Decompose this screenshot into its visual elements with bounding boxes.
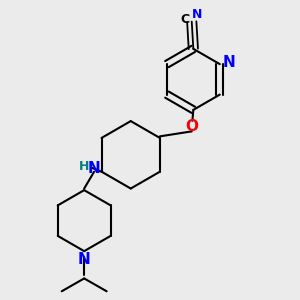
Text: H: H xyxy=(79,160,89,173)
Text: N: N xyxy=(88,161,100,176)
Text: N: N xyxy=(192,8,202,21)
Text: N: N xyxy=(78,252,91,267)
Text: C: C xyxy=(180,14,189,26)
Text: O: O xyxy=(185,119,198,134)
Text: N: N xyxy=(222,55,235,70)
